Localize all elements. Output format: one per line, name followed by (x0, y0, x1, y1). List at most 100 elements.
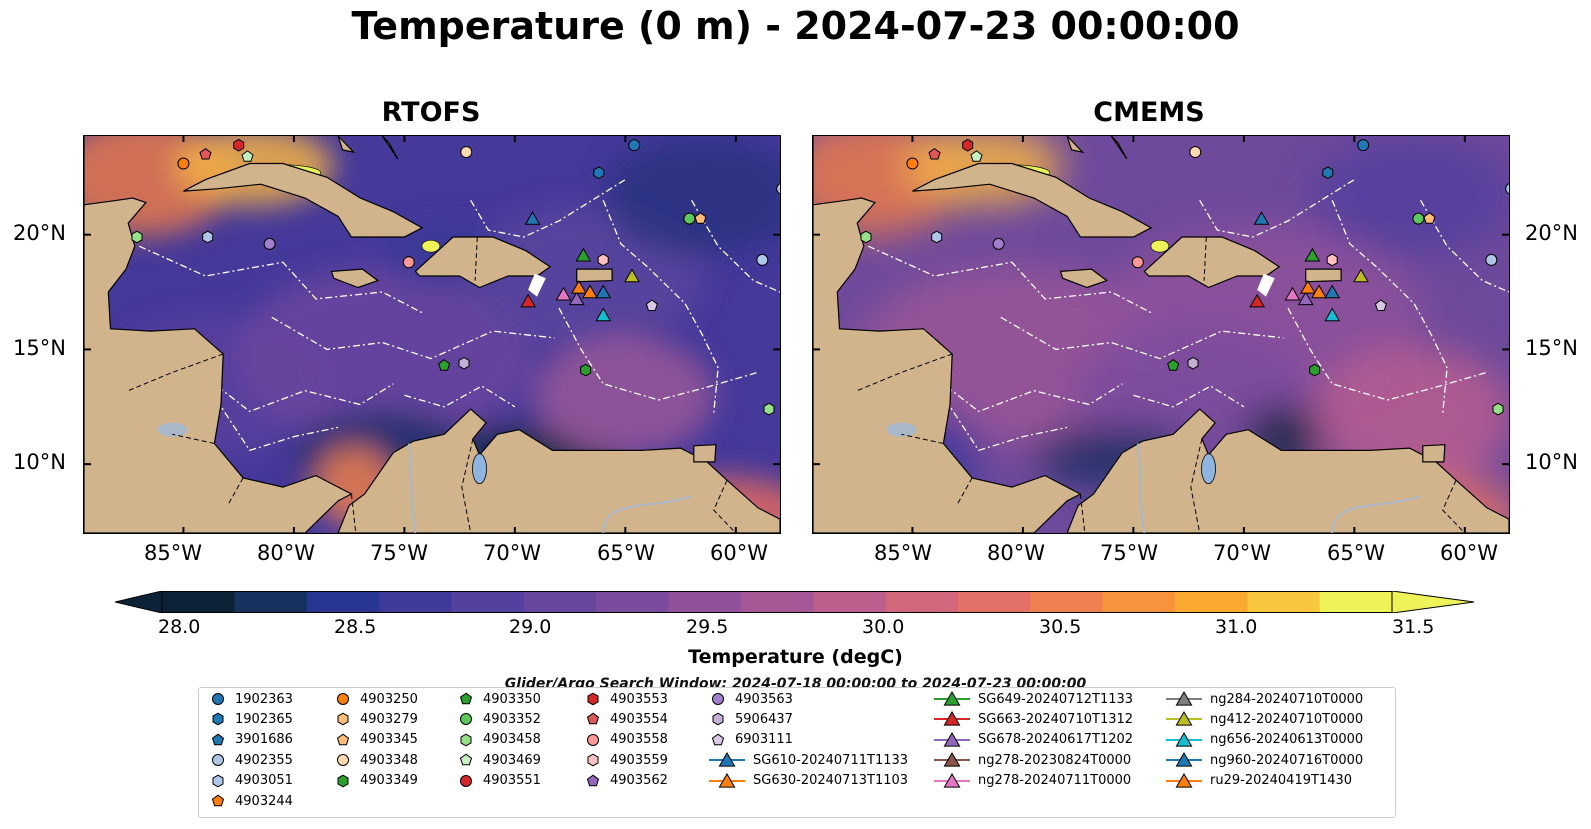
glider-marker (568, 291, 585, 306)
glider-marker (524, 211, 541, 225)
legend-label: 4903345 (360, 732, 418, 748)
argo-float-marker (645, 299, 658, 311)
map-panel-rtofs[interactable] (83, 135, 781, 534)
argo-float-marker (756, 253, 769, 266)
colorbar-segment (162, 591, 235, 613)
country-border (350, 493, 357, 533)
legend-entry: 4903348 (334, 750, 418, 770)
eez-boundary-line (1133, 385, 1245, 408)
legend-float-symbol (337, 774, 349, 787)
argo-float-marker (906, 157, 919, 170)
colorbar-segment (379, 591, 453, 613)
lon-tick-label: 70°W (483, 541, 541, 565)
legend-entry: 4903352 (457, 709, 541, 729)
lake-maracaibo (1201, 453, 1216, 485)
legend-label: 4903458 (483, 732, 541, 748)
legend-label: 4902355 (235, 752, 293, 768)
legend-label: 4903563 (735, 691, 793, 707)
colorbar-tick-label: 29.5 (686, 616, 729, 638)
country-border (713, 479, 737, 533)
legend-label: 5906437 (735, 711, 793, 727)
legend-glider-symbol (709, 752, 745, 767)
legend-label: SG678-20240617T1202 (978, 732, 1134, 748)
lon-tick-label: 85°W (144, 541, 202, 565)
legend-marker (337, 774, 349, 787)
argo-float-marker (992, 237, 1005, 250)
colorbar-tick-label: 30.5 (1039, 616, 1082, 638)
colorbar-segment (957, 591, 1031, 613)
legend-entry: SG630-20240713T1103 (709, 771, 908, 791)
glider-track (528, 273, 546, 297)
country-border (901, 433, 944, 444)
legend-entry: 6903111 (709, 730, 793, 750)
colorbar-tick-label: 31.0 (1215, 616, 1258, 638)
colorbar-segment (234, 591, 308, 613)
eez-boundary-line (1000, 316, 1284, 360)
eez-boundary-line (867, 245, 1152, 314)
legend-float-symbol (712, 713, 724, 726)
land-bahamas2 (381, 136, 399, 160)
eez-boundary-line (691, 199, 780, 293)
land-jamaica (330, 268, 380, 289)
legend-entry: 3901686 (209, 730, 293, 750)
legend-entry: 4902355 (209, 750, 293, 770)
colorbar-segment (523, 591, 597, 613)
argo-float-marker (763, 402, 775, 416)
legend-entry: ng278-20240711T0000 (934, 771, 1131, 791)
land-pr (1305, 268, 1342, 283)
legend-marker (460, 713, 472, 726)
argo-float-marker (233, 138, 245, 152)
legend-entry: 4903244 (209, 791, 293, 811)
legend-entry: 4903551 (457, 771, 541, 791)
legend-entry: SG678-20240617T1202 (934, 730, 1133, 750)
legend-marker (943, 711, 961, 726)
legend-glider-symbol (1166, 752, 1202, 767)
colorbar-tick-label: 30.0 (862, 616, 905, 638)
colorbar-segment (596, 591, 670, 613)
legend-marker (586, 774, 600, 786)
legend-float-symbol (459, 753, 473, 766)
legend-float-symbol (460, 733, 472, 747)
eez-boundary-line (1420, 199, 1509, 293)
argo-float-marker (402, 256, 415, 269)
legend-marker (1175, 691, 1193, 706)
argo-float-marker (131, 230, 143, 244)
lon-tick-label: 65°W (1327, 541, 1385, 565)
legend-entry: 4903349 (334, 771, 418, 791)
legend-marker (943, 731, 961, 747)
legend-marker (212, 693, 224, 705)
land-cuba (912, 162, 1153, 238)
legend-label: ng284-20240710T0000 (1210, 691, 1364, 707)
argo-float-marker (460, 146, 473, 159)
legend-marker (587, 733, 599, 746)
argo-float-marker (1485, 253, 1498, 266)
colorbar-segment (668, 591, 742, 613)
legend-label: 4903350 (483, 691, 541, 707)
legend-entry: 4903345 (334, 730, 418, 750)
legend-entry: ru29-20240419T1430 (1166, 771, 1352, 791)
lon-tick-label: 65°W (597, 541, 655, 565)
legend-marker (211, 794, 225, 807)
argo-float-marker (1167, 359, 1180, 371)
glider-marker (575, 247, 592, 262)
lat-tick-label: 10°N (1525, 450, 1578, 474)
lat-tick-label: 20°N (13, 221, 66, 245)
legend-marker (711, 733, 725, 745)
legend-marker (943, 772, 961, 788)
eez-boundary-line (404, 385, 516, 408)
eez-boundary-line (1199, 179, 1355, 238)
country-border (1442, 479, 1466, 533)
glider-marker (582, 284, 598, 299)
legend-float-symbol (212, 774, 224, 787)
legend-float-symbol (211, 794, 225, 807)
colorbar-tick-label: 29.0 (509, 616, 552, 638)
legend-marker (1175, 772, 1193, 788)
legend-float-symbol (212, 713, 224, 726)
map-panel-cmems[interactable] (812, 135, 1510, 534)
lon-tick-label: 70°W (1213, 541, 1271, 565)
legend-label: ru29-20240419T1430 (1210, 773, 1353, 789)
argo-float-marker (928, 147, 941, 160)
legend-entry: ng412-20240710T0000 (1166, 709, 1363, 729)
land-trinidad (1422, 444, 1446, 463)
legend-label: 4903553 (610, 691, 668, 707)
